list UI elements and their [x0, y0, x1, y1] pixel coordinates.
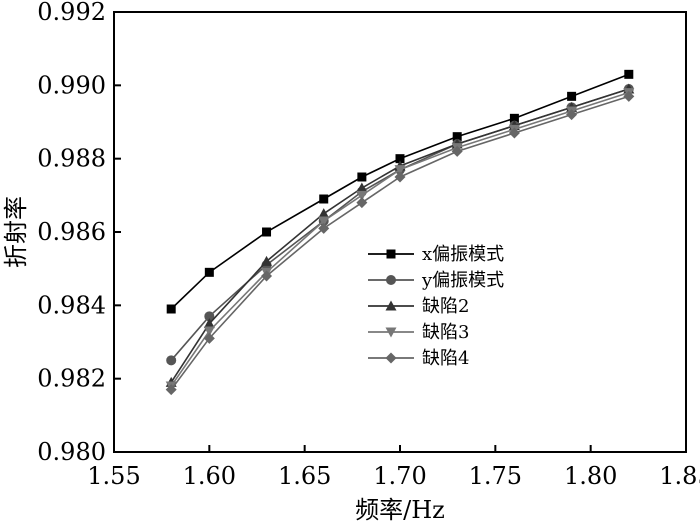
legend-marker: [386, 249, 396, 259]
tick-marks: [113, 11, 687, 453]
data-point: [567, 91, 577, 101]
data-point: [261, 255, 273, 266]
y-tick-labels: 0.980 0.982 0.984 0.986 0.988 0.990 0.992: [37, 0, 106, 466]
x-tick-label: 1.55: [87, 462, 140, 490]
legend-label: 缺陷4: [422, 348, 469, 369]
data-point: [166, 304, 176, 314]
x-tick-label: 1.60: [183, 462, 236, 490]
data-point: [508, 127, 520, 139]
y-tick-label: 0.982: [37, 365, 106, 393]
legend-item: 缺陷2: [368, 296, 469, 317]
x-tick-label: 1.65: [278, 462, 331, 490]
data-point: [203, 332, 215, 344]
legend-item: x偏振模式: [368, 244, 504, 265]
data-point: [394, 171, 406, 183]
data-point: [357, 172, 367, 182]
data-point: [623, 90, 635, 102]
series-line: [170, 91, 630, 387]
legend-item: 缺陷3: [368, 322, 469, 343]
plot-area: [113, 11, 687, 453]
data-point: [356, 190, 368, 201]
y-tick-label: 0.980: [37, 438, 106, 466]
data-point: [395, 154, 405, 164]
series-line: [170, 88, 630, 383]
series-1: [166, 69, 634, 314]
data-point: [394, 165, 406, 176]
legend-marker: [385, 300, 397, 311]
legend-label: 缺陷2: [422, 296, 469, 317]
series-5: [165, 90, 635, 396]
data-point: [318, 222, 330, 234]
x-tick-label: 1.75: [469, 462, 522, 490]
data-point: [356, 182, 368, 193]
data-point: [166, 355, 177, 366]
data-point: [204, 311, 215, 322]
data-point: [566, 109, 578, 121]
y-axis-label: 折射率: [2, 196, 30, 268]
y-tick-label: 0.988: [37, 145, 106, 173]
series-line: [170, 95, 630, 391]
data-point: [203, 326, 215, 337]
series-line: [170, 73, 630, 310]
data-point: [165, 384, 177, 396]
legend-item: 缺陷4: [368, 348, 469, 369]
legend-marker: [385, 327, 397, 338]
data-point: [262, 227, 272, 237]
x-tick-label: 1.80: [564, 462, 617, 490]
y-tick-label: 0.984: [37, 291, 106, 319]
data-point: [452, 132, 462, 142]
x-axis-label: 频率/Hz: [355, 496, 445, 524]
legend-marker: [385, 352, 397, 364]
data-point: [319, 194, 329, 204]
data-point: [318, 216, 330, 227]
data-point: [261, 270, 273, 282]
legend-label: x偏振模式: [422, 244, 504, 265]
legend-label: y偏振模式: [421, 270, 504, 291]
x-tick-label: 1.85: [659, 462, 700, 490]
data-point: [509, 113, 519, 123]
y-tick-label: 0.986: [37, 218, 106, 246]
data-point: [203, 318, 215, 329]
plot-frame: [113, 11, 687, 453]
x-tick-labels: 1.55 1.60 1.65 1.70 1.75 1.80 1.85: [87, 462, 700, 490]
data-point: [204, 267, 214, 277]
legend-marker: [386, 275, 396, 285]
y-tick-label: 0.990: [37, 71, 106, 99]
data-point: [318, 208, 330, 219]
data-point: [451, 145, 463, 157]
legend-label: 缺陷3: [422, 322, 469, 343]
data-point: [624, 69, 634, 79]
y-tick-label: 0.992: [37, 0, 106, 26]
data-point: [356, 197, 368, 209]
legend-item: y偏振模式: [368, 270, 504, 291]
series-layer: [165, 69, 635, 396]
x-tick-label: 1.70: [373, 462, 426, 490]
